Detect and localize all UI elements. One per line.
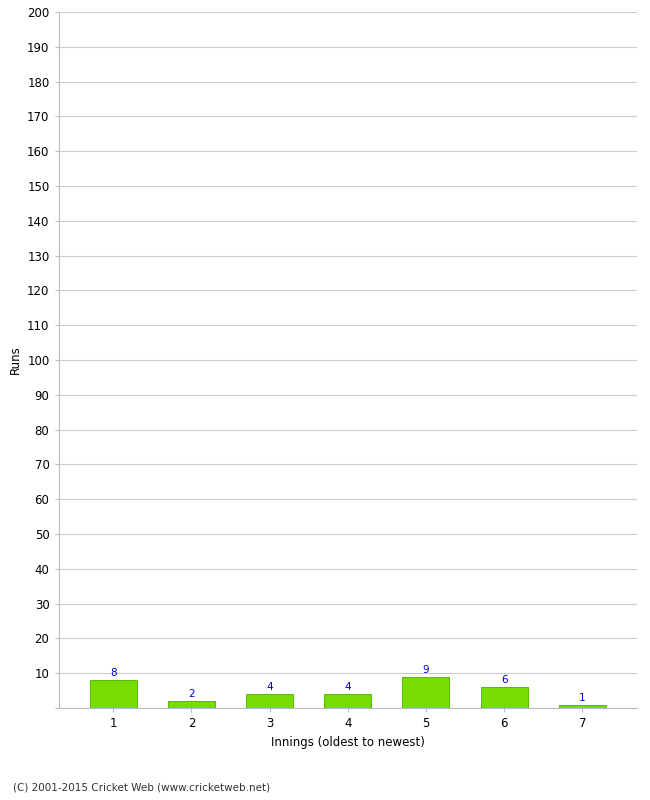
- Text: 4: 4: [344, 682, 351, 692]
- Text: 8: 8: [110, 669, 116, 678]
- Y-axis label: Runs: Runs: [8, 346, 21, 374]
- Bar: [168, 701, 215, 708]
- Text: 9: 9: [422, 665, 429, 675]
- Text: 4: 4: [266, 682, 273, 692]
- Text: (C) 2001-2015 Cricket Web (www.cricketweb.net): (C) 2001-2015 Cricket Web (www.cricketwe…: [13, 782, 270, 792]
- Bar: [480, 687, 528, 708]
- Text: 1: 1: [579, 693, 586, 702]
- Bar: [90, 680, 136, 708]
- X-axis label: Innings (oldest to newest): Innings (oldest to newest): [271, 735, 424, 749]
- Text: 6: 6: [500, 675, 508, 686]
- Bar: [402, 677, 449, 708]
- Text: 2: 2: [188, 690, 195, 699]
- Bar: [246, 694, 293, 708]
- Bar: [559, 705, 606, 708]
- Bar: [324, 694, 371, 708]
